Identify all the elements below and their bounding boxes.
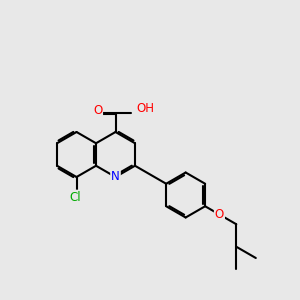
Text: N: N	[111, 170, 120, 184]
Text: O: O	[93, 103, 102, 117]
Text: Cl: Cl	[69, 190, 81, 204]
Text: OH: OH	[136, 102, 154, 116]
Text: O: O	[215, 208, 224, 221]
